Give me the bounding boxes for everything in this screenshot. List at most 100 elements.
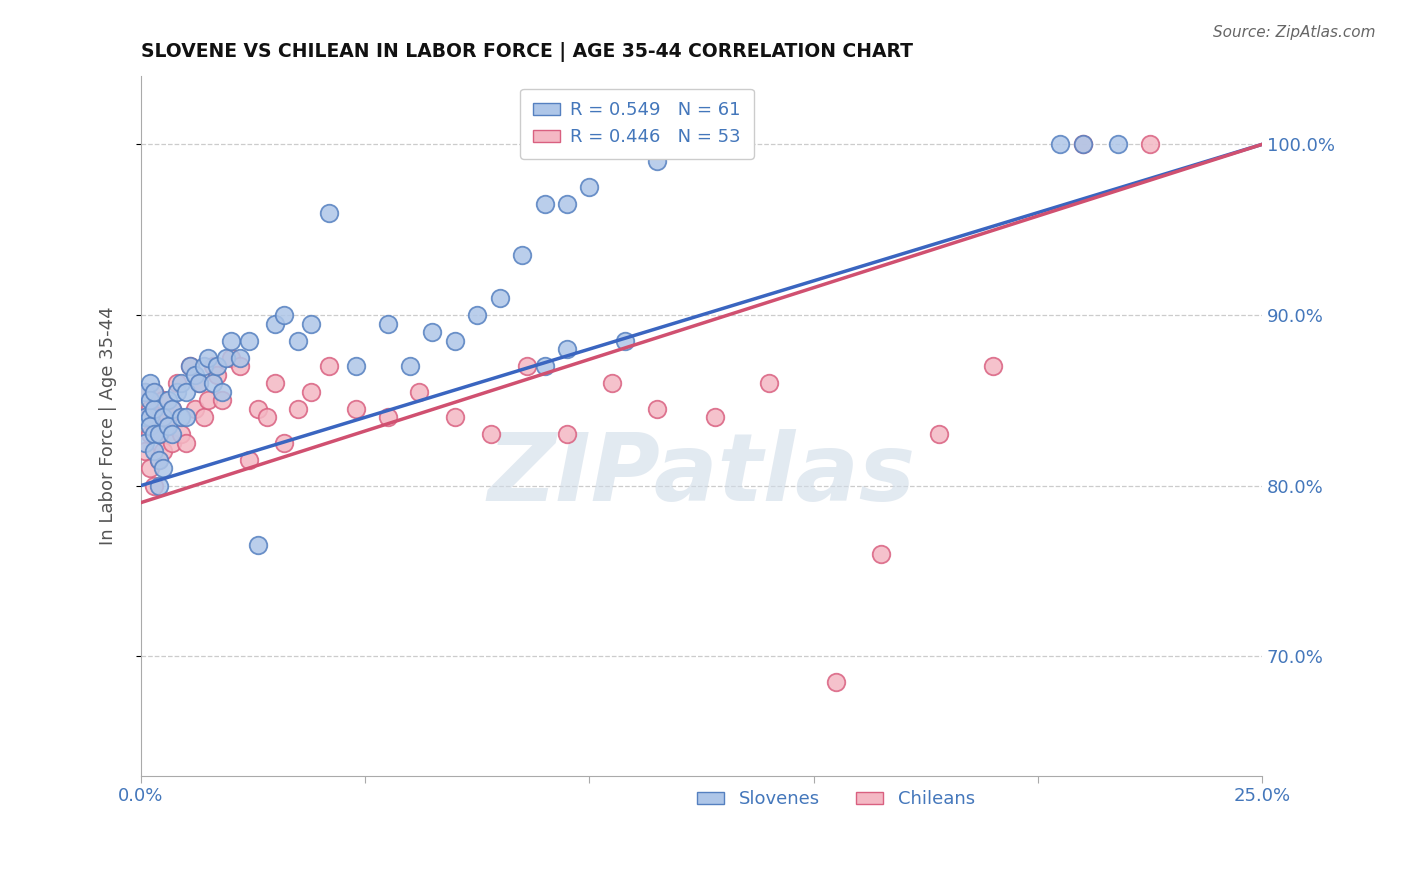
Point	[1071, 137, 1094, 152]
Point	[228, 351, 250, 365]
Point	[1071, 137, 1094, 152]
Point	[188, 376, 211, 391]
Point	[443, 410, 465, 425]
Point	[156, 418, 179, 433]
Point	[228, 359, 250, 373]
Point	[645, 401, 668, 416]
Point	[533, 359, 555, 373]
Point	[143, 478, 166, 492]
Point	[188, 376, 211, 391]
Point	[134, 436, 156, 450]
Point	[510, 248, 533, 262]
Point	[162, 436, 184, 450]
Point	[156, 410, 179, 425]
Point	[143, 427, 166, 442]
Point	[139, 376, 162, 391]
Point	[555, 427, 578, 442]
Text: ZIPatlas: ZIPatlas	[488, 429, 915, 521]
Point	[134, 384, 156, 399]
Point	[1107, 137, 1129, 152]
Point	[825, 674, 848, 689]
Point	[287, 401, 309, 416]
Point	[273, 436, 295, 450]
Point	[174, 436, 197, 450]
Point	[928, 427, 950, 442]
Point	[134, 410, 156, 425]
Point	[238, 334, 260, 348]
Point	[143, 410, 166, 425]
Point	[201, 359, 224, 373]
Point	[179, 359, 201, 373]
Point	[614, 334, 637, 348]
Point	[134, 384, 156, 399]
Point	[264, 317, 287, 331]
Point	[555, 342, 578, 356]
Point	[1139, 137, 1161, 152]
Point	[299, 317, 322, 331]
Point	[139, 418, 162, 433]
Point	[205, 359, 228, 373]
Point	[166, 384, 188, 399]
Point	[287, 334, 309, 348]
Point	[134, 444, 156, 458]
Point	[152, 461, 174, 475]
Point	[318, 205, 340, 219]
Point	[869, 547, 891, 561]
Point	[238, 453, 260, 467]
Point	[645, 154, 668, 169]
Point	[758, 376, 780, 391]
Point	[555, 197, 578, 211]
Point	[703, 410, 725, 425]
Point	[139, 427, 162, 442]
Point	[516, 359, 538, 373]
Point	[197, 393, 219, 408]
Point	[981, 359, 1004, 373]
Point	[273, 308, 295, 322]
Point	[600, 376, 623, 391]
Point	[246, 538, 269, 552]
Text: SLOVENE VS CHILEAN IN LABOR FORCE | AGE 35-44 CORRELATION CHART: SLOVENE VS CHILEAN IN LABOR FORCE | AGE …	[141, 42, 912, 62]
Point	[479, 427, 502, 442]
Point	[174, 410, 197, 425]
Point	[184, 368, 207, 382]
Point	[201, 376, 224, 391]
Point	[205, 368, 228, 382]
Point	[465, 308, 488, 322]
Point	[344, 401, 367, 416]
Point	[215, 351, 238, 365]
Text: Source: ZipAtlas.com: Source: ZipAtlas.com	[1212, 25, 1375, 40]
Point	[170, 410, 193, 425]
Point	[174, 384, 197, 399]
Point	[377, 410, 399, 425]
Point	[256, 410, 278, 425]
Point	[148, 453, 170, 467]
Point	[264, 376, 287, 391]
Point	[143, 444, 166, 458]
Point	[170, 427, 193, 442]
Point	[533, 197, 555, 211]
Point	[219, 334, 242, 348]
Point	[399, 359, 422, 373]
Point	[443, 334, 465, 348]
Point	[139, 410, 162, 425]
Point	[143, 401, 166, 416]
Point	[148, 427, 170, 442]
Point	[143, 384, 166, 399]
Point	[488, 291, 510, 305]
Point	[422, 325, 444, 339]
Point	[1049, 137, 1071, 152]
Point	[143, 384, 166, 399]
Point	[377, 317, 399, 331]
Point	[246, 401, 269, 416]
Point	[148, 427, 170, 442]
Point	[162, 427, 184, 442]
Point	[156, 393, 179, 408]
Y-axis label: In Labor Force | Age 35-44: In Labor Force | Age 35-44	[100, 307, 117, 545]
Point	[166, 376, 188, 391]
Point	[344, 359, 367, 373]
Point	[299, 384, 322, 399]
Point	[152, 393, 174, 408]
Point	[184, 401, 207, 416]
Point	[219, 351, 242, 365]
Point	[578, 180, 600, 194]
